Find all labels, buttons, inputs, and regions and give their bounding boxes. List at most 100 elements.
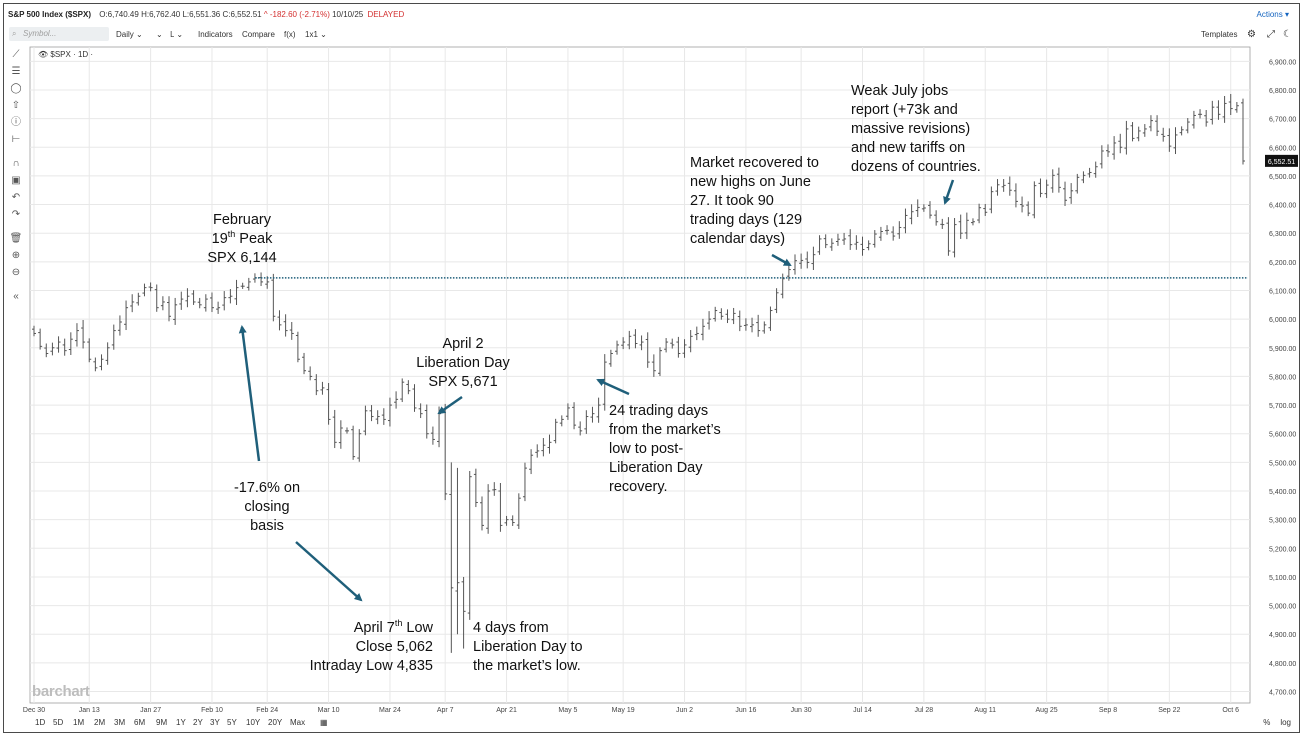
x-tick-label: Jan 27: [140, 707, 161, 714]
ohlc-bar: [633, 329, 638, 349]
collapse-icon[interactable]: «: [13, 291, 19, 302]
ohlc-bar: [1087, 167, 1092, 178]
calendar-icon[interactable]: ▦: [320, 718, 328, 727]
ohlc-bar: [964, 212, 969, 240]
ohlc-bar: [1198, 109, 1203, 119]
high-value: H:6,762.40: [141, 10, 181, 19]
undo-icon[interactable]: ↶: [11, 192, 21, 203]
period-5y[interactable]: 5Y: [227, 718, 237, 727]
period-1m[interactable]: 1M: [73, 718, 85, 727]
x-tick-label: Jun 2: [676, 707, 693, 714]
low-value: L:6,551.36: [182, 10, 221, 19]
ohlc-bar: [553, 418, 558, 444]
y-tick-label: 4,800.00: [1269, 661, 1296, 668]
aspect-dropdown[interactable]: 1x1 ⌄: [305, 30, 327, 39]
ohlc-bar: [1179, 126, 1184, 136]
fibonacci-icon[interactable]: ☰: [11, 66, 21, 77]
period-9m[interactable]: 9M: [156, 718, 168, 727]
ohlc-bar: [615, 340, 620, 355]
function-button[interactable]: f(x): [284, 30, 296, 39]
draw-style-dropdown[interactable]: Ⳑ ⌄: [170, 30, 184, 39]
period-3m[interactable]: 3M: [114, 718, 126, 727]
x-tick-label: Feb 24: [256, 707, 278, 714]
zoom-out-icon[interactable]: ⊖: [11, 267, 21, 278]
magnet-icon[interactable]: ∩: [12, 158, 20, 169]
interval-dropdown[interactable]: Daily ⌄: [116, 30, 143, 39]
period-3y[interactable]: 3Y: [210, 718, 220, 727]
ohlc-bar: [394, 391, 399, 409]
lock-icon[interactable]: ▣: [11, 175, 21, 186]
ohlc-bar: [694, 326, 699, 341]
note-line: Market recovered to: [690, 155, 819, 171]
ohlc-bar: [314, 374, 319, 396]
actions-menu[interactable]: Actions ▾: [1256, 10, 1289, 19]
ohlc-bar: [983, 203, 988, 216]
note-line: recovery.: [609, 479, 668, 495]
period-6m[interactable]: 6M: [134, 718, 146, 727]
note-line: -17.6% on: [233, 480, 301, 496]
period-2m[interactable]: 2M: [94, 718, 106, 727]
period-1y[interactable]: 1Y: [176, 718, 186, 727]
y-tick-label: 5,600.00: [1269, 432, 1296, 439]
ohlc-bar: [756, 314, 761, 337]
trendline-icon[interactable]: ⟋: [12, 49, 20, 60]
note-line: report (+73k and: [851, 102, 958, 118]
ohlc-bar: [87, 338, 92, 363]
theme-icon[interactable]: ☾: [1283, 29, 1292, 40]
ohlc-bar: [320, 381, 325, 395]
measure-icon[interactable]: ⊢: [11, 134, 21, 145]
ohlc-bar: [952, 218, 957, 258]
ohlc-bar: [351, 425, 356, 460]
ohlc-bar: [400, 378, 405, 403]
zoom-in-icon[interactable]: ⊕: [11, 250, 21, 261]
ohlc-bar: [835, 233, 840, 246]
redo-icon[interactable]: ↷: [11, 209, 21, 220]
symbol-search-input[interactable]: ⌕ Symbol...: [9, 27, 109, 41]
period-5d[interactable]: 5D: [53, 718, 64, 727]
x-tick-label: Jul 28: [915, 707, 934, 714]
chart-type-dropdown[interactable]: ⌄: [156, 30, 163, 39]
y-tick-label: 6,100.00: [1269, 288, 1296, 295]
gear-icon[interactable]: ⚙: [1247, 29, 1256, 40]
chart-legend[interactable]: 👁 $SPX · 1D ·: [38, 50, 93, 59]
ohlc-bar: [1105, 144, 1110, 157]
period-10y[interactable]: 10Y: [246, 718, 261, 727]
eye-icon[interactable]: 👁: [38, 50, 49, 59]
ohlc-bar: [584, 410, 589, 434]
x-tick-label: Feb 10: [201, 707, 223, 714]
period-20y[interactable]: 20Y: [268, 718, 283, 727]
period-max[interactable]: Max: [290, 718, 306, 727]
period-1d[interactable]: 1D: [35, 718, 46, 727]
ohlc-bar: [50, 342, 55, 356]
y-tick-label: 6,800.00: [1269, 88, 1296, 95]
ohlc-bar: [817, 235, 822, 255]
trash-icon[interactable]: 🗑: [9, 233, 23, 244]
ohlc-bar: [418, 403, 423, 419]
expand-icon[interactable]: ⤢: [1267, 29, 1275, 40]
ohlc-bar: [977, 203, 982, 224]
ohlc-bar: [799, 253, 804, 269]
compare-button[interactable]: Compare: [242, 30, 275, 39]
scale-percent-button[interactable]: %: [1263, 718, 1271, 727]
ohlc-bar: [81, 319, 86, 349]
note-line: SPX 5,671: [428, 374, 498, 390]
ohlc-bar: [363, 405, 368, 436]
ohlc-bar: [921, 204, 926, 212]
quote-date: 10/10/25: [332, 10, 364, 19]
chart-window: [3, 3, 1300, 733]
templates-button[interactable]: Templates: [1201, 30, 1238, 39]
last-price-badge: [1265, 154, 1298, 167]
ohlc-bar: [1210, 100, 1215, 125]
period-2y[interactable]: 2Y: [193, 718, 203, 727]
y-tick-label: 6,900.00: [1269, 59, 1296, 66]
ohlc-bar: [725, 309, 730, 324]
info-icon[interactable]: ⓘ: [11, 117, 21, 128]
indicators-button[interactable]: Indicators: [198, 30, 233, 39]
arrow-icon[interactable]: ⇧: [11, 100, 21, 111]
shapes-icon[interactable]: ◯: [10, 83, 22, 94]
ohlc-bar: [492, 482, 497, 496]
ohlc-bar: [958, 214, 963, 239]
symbol-title[interactable]: S&P 500 Index ($SPX): [8, 10, 91, 19]
scale-log-button[interactable]: log: [1280, 718, 1291, 727]
